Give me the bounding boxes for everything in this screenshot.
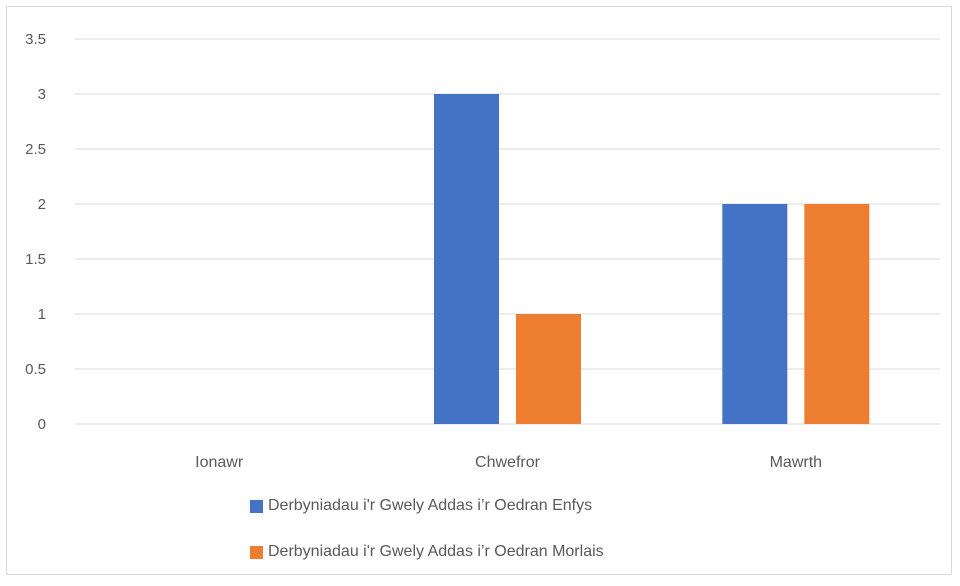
y-tick-label-7: 3.5 — [25, 31, 46, 48]
y-tick-label-0: 0 — [38, 416, 46, 433]
bar-chwefror-series-0 — [434, 94, 499, 424]
legend-label-enfys: Derbyniadau i'r Gwely Addas i’r Oedran E… — [268, 497, 593, 514]
y-tick-label-1: 0.5 — [25, 361, 46, 378]
bar-mawrth-series-0 — [722, 204, 788, 424]
legend-swatch-enfys — [250, 499, 263, 513]
x-tick-label-1: Chwefror — [475, 454, 541, 471]
legend-item-morlais: Derbyniadau i'r Gwely Addas i’r Oedran M… — [250, 540, 604, 564]
bar-chwefror-series-1 — [516, 314, 581, 424]
bar-mawrth-series-1 — [804, 204, 870, 424]
legend: Derbyniadau i'r Gwely Addas i’r Oedran E… — [250, 494, 604, 586]
y-tick-label-6: 3 — [38, 86, 46, 103]
y-tick-label-4: 2 — [38, 196, 46, 213]
y-tick-label-5: 2.5 — [25, 141, 46, 158]
y-tick-label-3: 1.5 — [25, 251, 46, 268]
legend-item-enfys: Derbyniadau i'r Gwely Addas i’r Oedran E… — [250, 494, 604, 518]
legend-label-morlais: Derbyniadau i'r Gwely Addas i’r Oedran M… — [268, 543, 604, 560]
legend-swatch-morlais — [250, 545, 263, 559]
x-tick-label-2: Mawrth — [770, 454, 822, 471]
x-tick-label-0: Ionawr — [195, 454, 244, 471]
y-tick-label-2: 1 — [38, 306, 46, 323]
